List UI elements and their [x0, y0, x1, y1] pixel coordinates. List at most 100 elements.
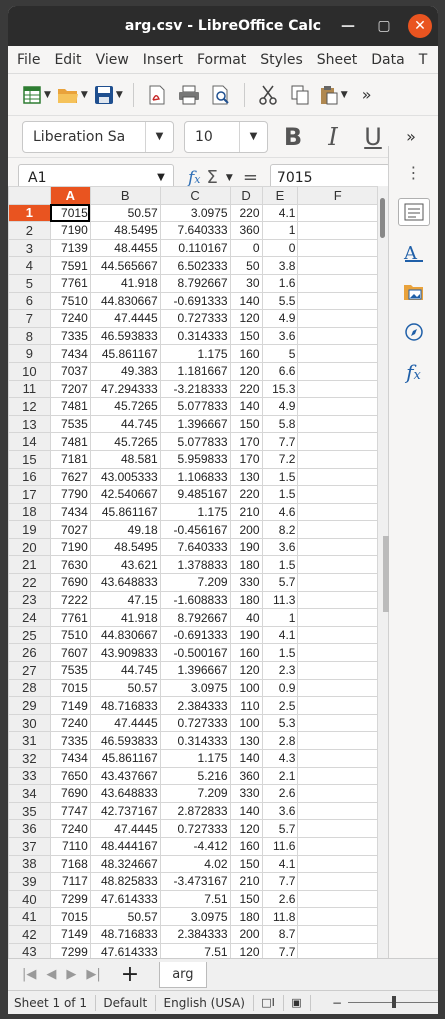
cell[interactable]: 7510 [49, 291, 91, 311]
cell[interactable]: 120 [229, 819, 263, 838]
cell[interactable] [297, 537, 378, 557]
cell[interactable]: 2.384333 [159, 696, 231, 715]
cell[interactable]: 0.9 [261, 678, 299, 698]
cell[interactable]: 44.745 [89, 661, 161, 680]
cell[interactable]: 120 [229, 361, 263, 381]
chevron-down-icon[interactable]: ▼ [340, 89, 348, 100]
close-icon[interactable]: ✕ [408, 14, 432, 38]
sheet-tab-arg[interactable]: arg [159, 961, 207, 988]
row-header[interactable]: 37 [8, 836, 51, 856]
column-header-f[interactable]: F [297, 186, 378, 205]
cell[interactable]: -4.412 [159, 836, 231, 856]
cell[interactable]: 7434 [49, 749, 91, 768]
cell[interactable]: 5.5 [261, 291, 299, 311]
row-header[interactable]: 36 [8, 819, 51, 838]
cell[interactable]: 7037 [49, 361, 91, 381]
row-header[interactable]: 19 [8, 520, 51, 539]
cell[interactable] [297, 907, 378, 926]
row-header[interactable]: 20 [8, 537, 51, 557]
cell[interactable]: 330 [229, 573, 263, 592]
cell[interactable]: 7607 [49, 643, 91, 663]
cell[interactable]: 45.7265 [89, 397, 161, 416]
cell[interactable]: 1.5 [261, 643, 299, 663]
cell[interactable]: 7139 [49, 238, 91, 258]
cell[interactable]: 3.0975 [159, 907, 231, 926]
cell[interactable] [297, 467, 378, 487]
gallery-button[interactable] [398, 278, 430, 306]
underline-button[interactable]: U [364, 122, 382, 151]
cell[interactable]: 120 [229, 309, 263, 328]
row-header[interactable]: 9 [8, 344, 51, 363]
corner-select-all[interactable] [8, 186, 51, 205]
row-header[interactable]: 11 [8, 379, 51, 399]
cell[interactable]: 3.8 [261, 256, 299, 275]
cell[interactable]: 47.614333 [89, 889, 161, 909]
cell[interactable] [297, 643, 378, 663]
cell[interactable] [297, 766, 378, 786]
cell[interactable] [297, 696, 378, 715]
cell[interactable]: 7.2 [261, 449, 299, 469]
cell[interactable] [297, 749, 378, 768]
cell[interactable]: 7535 [49, 661, 91, 680]
cell[interactable]: 7110 [49, 836, 91, 856]
cell[interactable]: 7761 [49, 608, 91, 627]
cell[interactable]: 1 [261, 608, 299, 627]
cell[interactable]: 4.02 [159, 854, 231, 874]
cell[interactable]: 7.51 [159, 942, 231, 958]
cell[interactable]: 50.57 [89, 678, 161, 698]
cell[interactable]: 43.005333 [89, 467, 161, 487]
functions-button[interactable]: fx [398, 358, 430, 386]
cell[interactable]: 7761 [49, 273, 91, 293]
cell[interactable]: 44.830667 [89, 625, 161, 645]
cell[interactable]: 150 [229, 414, 263, 434]
cell[interactable]: 160 [229, 344, 263, 363]
minimize-icon[interactable]: — [341, 18, 355, 34]
cell[interactable]: 8.7 [261, 924, 299, 944]
chevron-down-icon[interactable]: ▼ [80, 89, 88, 100]
cell[interactable]: -0.456167 [159, 520, 231, 539]
cell[interactable]: -0.691333 [159, 625, 231, 645]
cell[interactable]: -3.473167 [159, 872, 231, 891]
cell[interactable] [297, 590, 378, 610]
cell[interactable] [297, 309, 378, 328]
sum-icon[interactable]: Σ [206, 167, 218, 188]
copy-button[interactable] [287, 80, 313, 110]
paste-button[interactable]: ▼ [319, 80, 348, 110]
cell[interactable]: 5.959833 [159, 449, 231, 469]
column-header-a[interactable]: A [49, 186, 91, 205]
cell[interactable] [297, 731, 378, 750]
add-sheet-icon[interactable]: + [120, 962, 140, 987]
cell[interactable]: 7650 [49, 766, 91, 786]
next-sheet-icon[interactable]: ▶ [66, 967, 77, 982]
cell[interactable]: 1.378833 [159, 555, 231, 575]
save-button[interactable]: ▼ [94, 80, 123, 110]
cell[interactable]: 150 [229, 854, 263, 874]
cell[interactable]: 5.3 [261, 713, 299, 733]
cell[interactable]: 47.4445 [89, 819, 161, 838]
row-header[interactable]: 17 [8, 485, 51, 504]
cell[interactable]: 7790 [49, 485, 91, 504]
menu-edit[interactable]: Edit [54, 51, 82, 68]
cell[interactable]: 7.640333 [159, 221, 231, 240]
cell[interactable]: 170 [229, 432, 263, 451]
cell[interactable]: 200 [229, 520, 263, 539]
cell[interactable] [297, 713, 378, 733]
cell[interactable]: 7690 [49, 784, 91, 803]
cell[interactable] [297, 432, 378, 451]
cell[interactable]: 7591 [49, 256, 91, 275]
cell[interactable]: 3.0975 [159, 678, 231, 698]
row-header[interactable]: 33 [8, 766, 51, 786]
row-header[interactable]: 40 [8, 889, 51, 909]
cell[interactable]: 0 [229, 238, 263, 258]
formula-equals-icon[interactable]: = [242, 167, 258, 188]
cell[interactable]: 4.1 [261, 625, 299, 645]
more-formatting-button[interactable]: » [398, 122, 424, 152]
cell[interactable]: 0.110167 [159, 238, 231, 258]
cell[interactable]: 4.3 [261, 749, 299, 768]
cell[interactable]: 2.1 [261, 766, 299, 786]
menu-view[interactable]: View [95, 51, 129, 68]
cell[interactable]: 4.6 [261, 502, 299, 522]
cell[interactable]: 1 [261, 221, 299, 240]
row-header[interactable]: 26 [8, 643, 51, 663]
cell[interactable]: 130 [229, 467, 263, 487]
